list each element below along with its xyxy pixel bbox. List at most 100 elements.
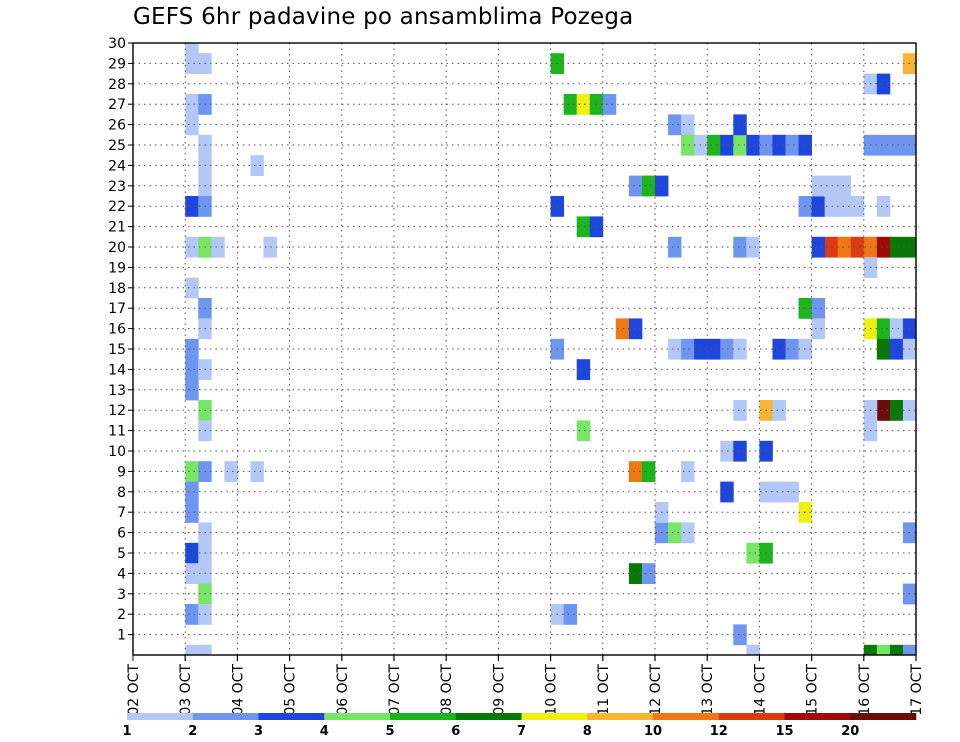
heatmap-cell <box>733 400 747 421</box>
y-tick-label: 20 <box>108 240 126 256</box>
heatmap-cell <box>889 400 904 421</box>
y-tick-label: 9 <box>117 464 126 480</box>
y-tick-label: 11 <box>108 424 126 440</box>
y-tick-label: 19 <box>108 260 126 276</box>
heatmap-cell <box>263 236 277 258</box>
heatmap-cell <box>811 298 826 319</box>
heatmap-cell <box>681 522 695 544</box>
heatmap-cell <box>720 440 734 462</box>
color-bar-label: 7 <box>517 724 526 739</box>
heatmap-cell <box>185 277 199 299</box>
heatmap-cell <box>250 155 264 176</box>
x-tick-label: 16 OCT <box>857 664 873 716</box>
heatmap-cell <box>681 114 695 136</box>
color-bar-swatch <box>192 713 259 720</box>
heatmap-cell <box>641 563 656 584</box>
heatmap-cell <box>746 542 760 564</box>
heatmap-cell <box>185 53 199 74</box>
heatmap-cell <box>185 461 199 482</box>
x-tick-label: 12 OCT <box>648 664 664 716</box>
heatmap-cell <box>707 134 721 156</box>
y-tick-label: 5 <box>117 546 126 562</box>
heatmap-cell <box>889 644 904 656</box>
heatmap-cell <box>772 338 786 360</box>
grid-lines <box>133 43 916 655</box>
heatmap-cell <box>563 94 578 115</box>
color-bar-legend: 1 2 3 4 5 6 7 8 10 12 15 20 <box>122 713 917 739</box>
heatmap-cell <box>876 134 891 156</box>
color-bar-label: 12 <box>710 724 728 739</box>
y-tick-label: 1 <box>117 628 126 644</box>
heatmap-cell <box>837 196 852 217</box>
color-bar-swatch <box>455 713 522 720</box>
x-tick-label: 06 OCT <box>335 664 351 716</box>
heatmap-cell <box>185 338 199 360</box>
y-axis: 1234567891011121314151617181920212223242… <box>108 36 133 644</box>
y-tick-label: 24 <box>108 158 126 174</box>
heatmap-cell <box>902 644 917 656</box>
heatmap-cell <box>185 502 199 523</box>
y-tick-label: 17 <box>108 301 126 317</box>
y-tick-label: 22 <box>108 199 126 215</box>
color-bar-label: 3 <box>254 724 263 739</box>
heatmap-cell <box>668 522 682 544</box>
color-bar-swatch <box>521 713 588 720</box>
heatmap-cell <box>733 440 747 462</box>
heatmap-cell <box>602 94 617 115</box>
heatmap-cell <box>733 624 747 646</box>
y-tick-label: 13 <box>108 383 126 399</box>
color-bar-label: 15 <box>775 724 793 739</box>
heatmap-cell <box>668 236 682 258</box>
heatmap-cell <box>224 461 238 482</box>
x-tick-label: 05 OCT <box>283 664 299 716</box>
y-tick-label: 21 <box>108 220 126 236</box>
heatmap-cell <box>628 461 643 482</box>
x-tick-label: 10 OCT <box>544 664 560 716</box>
chart-title: GEFS 6hr padavine po ansamblima Pozega <box>133 4 634 30</box>
y-tick-label: 28 <box>108 77 126 93</box>
x-tick-label: 04 OCT <box>230 664 246 716</box>
color-bar-swatch <box>653 713 720 720</box>
y-tick-label: 14 <box>108 362 126 378</box>
x-tick-label: 17 OCT <box>909 664 925 716</box>
heatmap-cell <box>811 196 826 217</box>
heatmap-cell <box>185 563 199 584</box>
color-bar-swatch <box>324 713 391 720</box>
heatmap-cell <box>576 359 591 380</box>
color-bar-label: 1 <box>122 724 131 739</box>
heatmap-cell <box>889 236 904 258</box>
heatmap-cell <box>876 400 891 421</box>
heatmap-cell <box>720 481 734 503</box>
color-bar-label: 8 <box>583 724 592 739</box>
heatmap-cell <box>720 134 734 156</box>
heatmap-cell <box>211 236 225 258</box>
heatmap-cell <box>628 563 643 584</box>
x-tick-label: 07 OCT <box>387 664 403 716</box>
x-tick-label: 09 OCT <box>491 664 507 716</box>
heatmap-cell <box>785 134 799 156</box>
y-tick-label: 3 <box>117 587 126 603</box>
y-tick-label: 6 <box>117 526 126 542</box>
heatmap-cell <box>889 134 904 156</box>
color-bar-label: 2 <box>188 724 197 739</box>
color-bar-label: 10 <box>644 724 662 739</box>
heatmap-cell <box>850 196 865 217</box>
heatmap-cell <box>876 318 891 340</box>
heatmap-cell <box>772 481 786 503</box>
heatmap-cell <box>576 420 591 442</box>
heatmap-cell <box>850 236 865 258</box>
heatmap-cell <box>681 134 695 156</box>
heatmap-cell <box>185 644 199 656</box>
y-tick-label: 4 <box>117 566 126 582</box>
heatmap-cell <box>681 461 695 482</box>
heatmap-cell <box>837 236 852 258</box>
heatmap-cell <box>876 644 891 656</box>
x-tick-label: 02 OCT <box>126 664 142 716</box>
y-tick-label: 16 <box>108 322 126 338</box>
x-tick-label: 08 OCT <box>439 664 455 716</box>
heatmap-cell <box>185 604 199 625</box>
heatmap-cell <box>824 175 839 197</box>
heatmap-cell <box>824 196 839 217</box>
heatmap-cell <box>876 236 891 258</box>
y-tick-label: 10 <box>108 444 126 460</box>
